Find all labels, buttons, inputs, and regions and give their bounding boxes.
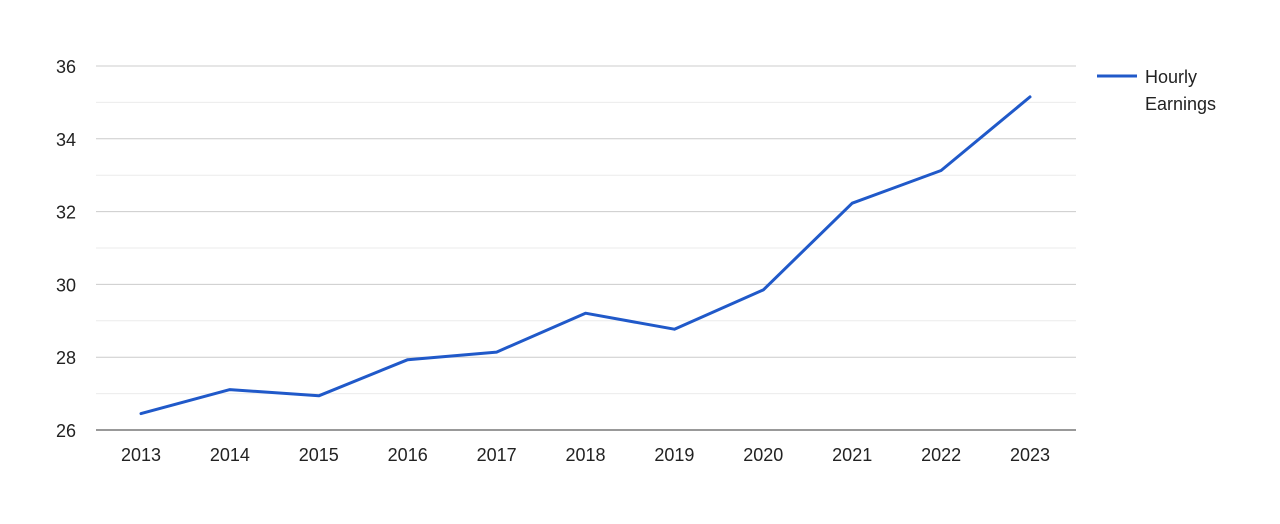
data-point[interactable] <box>224 384 236 396</box>
x-tick-label: 2017 <box>477 445 517 465</box>
legend-label-line-1: Hourly <box>1145 67 1197 87</box>
series-line-hourly-earnings[interactable] <box>139 95 1032 416</box>
x-tick-label: 2013 <box>121 445 161 465</box>
x-tick-label: 2015 <box>299 445 339 465</box>
x-tick-label: 2021 <box>832 445 872 465</box>
legend[interactable]: Hourly Earnings <box>1097 67 1216 114</box>
y-tick-label: 28 <box>56 348 76 368</box>
legend-label-line-2: Earnings <box>1145 94 1216 114</box>
x-axis-ticks: 2013 2014 2015 2016 2017 2018 2019 2020 2021 2022… <box>121 445 1050 465</box>
y-tick-label: 26 <box>56 421 76 441</box>
gridlines <box>96 65 1076 431</box>
data-point[interactable] <box>846 197 858 209</box>
y-tick-label: 34 <box>56 130 76 150</box>
y-tick-label: 36 <box>56 57 76 77</box>
data-point[interactable] <box>668 323 680 335</box>
series-layer <box>135 91 1036 420</box>
data-point[interactable] <box>491 346 503 358</box>
x-tick-label: 2023 <box>1010 445 1050 465</box>
x-tick-label: 2020 <box>743 445 783 465</box>
data-point[interactable] <box>580 307 592 319</box>
data-point[interactable] <box>1024 91 1036 103</box>
x-tick-label: 2019 <box>654 445 694 465</box>
y-tick-label: 30 <box>56 275 76 295</box>
data-point[interactable] <box>402 354 414 366</box>
data-point[interactable] <box>757 284 769 296</box>
data-point[interactable] <box>935 164 947 176</box>
data-point[interactable] <box>313 390 325 402</box>
x-tick-label: 2016 <box>388 445 428 465</box>
x-tick-label: 2022 <box>921 445 961 465</box>
data-point[interactable] <box>135 408 147 420</box>
x-tick-label: 2018 <box>565 445 605 465</box>
y-tick-label: 32 <box>56 203 76 223</box>
y-axis-ticks: 26 28 30 32 34 36 <box>56 57 76 441</box>
x-tick-label: 2014 <box>210 445 250 465</box>
